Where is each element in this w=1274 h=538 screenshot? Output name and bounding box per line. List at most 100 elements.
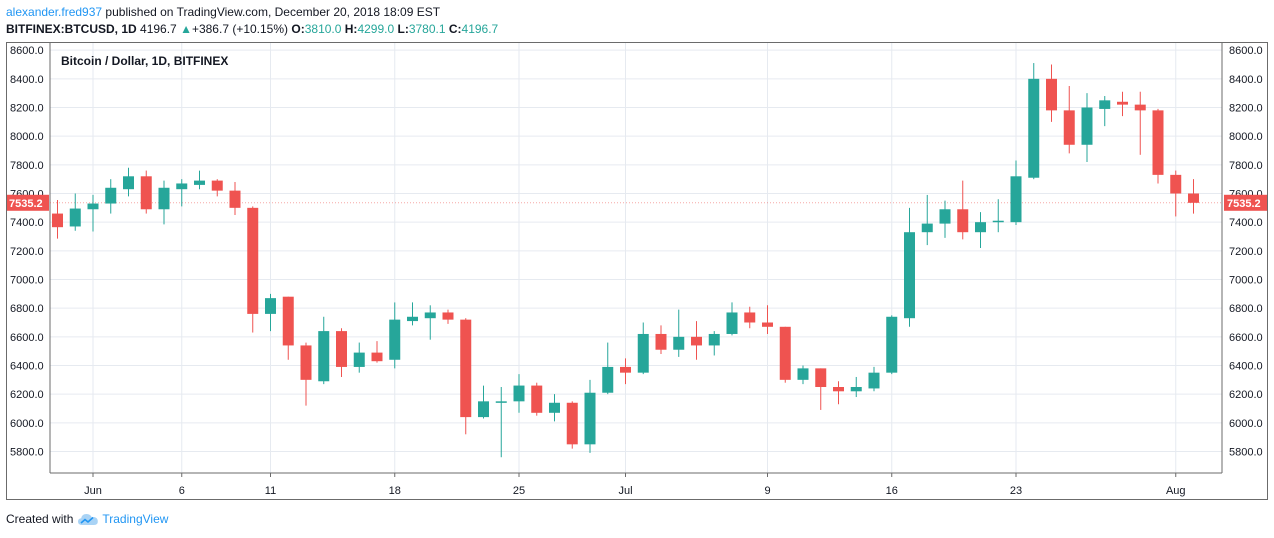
candle-body: [211, 180, 223, 191]
high-value: 4299.0: [357, 22, 395, 36]
candle: [1010, 160, 1022, 226]
candle-body: [691, 336, 702, 346]
candle: [52, 199, 63, 239]
y-tick-label-left: 6000.0: [10, 418, 44, 430]
candle-body: [1117, 101, 1128, 105]
y-tick-label-right: 8400.0: [1229, 74, 1263, 86]
candle-body: [868, 372, 880, 389]
candle: [123, 167, 134, 197]
candle: [957, 180, 969, 240]
candle: [992, 199, 1004, 233]
candle-body: [620, 366, 631, 373]
close-value: 4196.7: [461, 22, 499, 36]
candle: [513, 374, 525, 413]
candle: [744, 306, 756, 329]
candle-body: [318, 331, 330, 382]
candle: [158, 180, 170, 225]
candle-body: [886, 316, 898, 373]
candle-body: [158, 187, 170, 210]
candle: [815, 368, 827, 410]
candle-body: [992, 220, 1004, 223]
y-tick-label-left: 8000.0: [10, 131, 44, 143]
candle: [708, 331, 720, 356]
candle: [211, 179, 223, 197]
candle-body: [407, 316, 418, 322]
candle: [1117, 91, 1128, 117]
x-tick-label: 16: [886, 485, 898, 497]
candle-body: [1170, 174, 1182, 194]
candle: [868, 366, 880, 392]
candle-body: [602, 366, 614, 393]
candle-body: [442, 312, 454, 320]
candle-body: [708, 333, 720, 346]
candle-body: [371, 352, 383, 362]
candle: [975, 212, 986, 248]
footer: Created with TradingView: [6, 512, 168, 526]
y-tick-label-right: 8200.0: [1229, 103, 1263, 115]
candle: [460, 318, 472, 435]
candle-body: [478, 401, 489, 418]
last-price-label-right: 7535.2: [1227, 198, 1261, 210]
candle-body: [87, 203, 99, 210]
candle-body: [921, 223, 933, 233]
candle: [1170, 170, 1182, 217]
candle-body: [389, 319, 401, 360]
candle-body: [300, 345, 312, 380]
x-tick-label: Jul: [618, 485, 632, 497]
candle-body: [957, 209, 969, 233]
chart-title: Bitcoin / Dollar, 1D, BITFINEX: [61, 54, 228, 68]
candle: [300, 342, 312, 406]
candle-body: [1081, 107, 1093, 145]
candle: [531, 382, 543, 416]
last-price-badge-left: [7, 194, 49, 211]
candle-body: [762, 322, 773, 327]
candle-body: [1046, 78, 1057, 111]
x-tick-label: 11: [265, 485, 276, 497]
close-label: C:: [448, 22, 462, 36]
candle: [673, 309, 685, 357]
author-link[interactable]: alexander.fred937: [6, 5, 103, 19]
y-tick-label-right: 6200.0: [1229, 389, 1263, 401]
candle-body: [1010, 176, 1022, 223]
candle-body: [495, 401, 507, 403]
y-tick-label-right: 7000.0: [1229, 275, 1263, 287]
candle: [904, 207, 915, 327]
candle-body: [460, 319, 472, 418]
candle: [176, 179, 188, 207]
candle-body: [975, 222, 986, 233]
candle-body: [353, 352, 365, 367]
y-tick-label-right: 6400.0: [1229, 361, 1263, 373]
candle-body: [513, 385, 525, 402]
chart-frame[interactable]: [6, 42, 1268, 500]
candle: [424, 305, 436, 340]
candle-body: [336, 331, 347, 367]
publish-info: alexander.fred937 published on TradingVi…: [6, 5, 440, 19]
tradingview-brand[interactable]: TradingView: [77, 512, 168, 526]
candle: [140, 170, 152, 214]
last-price-label-left: 7535.2: [9, 198, 43, 210]
candle: [87, 194, 99, 232]
candle-body: [904, 232, 915, 319]
published-text: published on TradingView.com, December 2…: [105, 5, 441, 19]
candle: [566, 401, 578, 449]
low-label: L:: [397, 22, 409, 36]
candle-body: [194, 180, 205, 185]
last-price: 4196.7: [140, 22, 177, 36]
candle-body: [584, 392, 596, 445]
candle-body: [726, 312, 738, 334]
y-tick-label-right: 6000.0: [1229, 418, 1263, 430]
y-tick-label-right: 6800.0: [1229, 303, 1263, 315]
candle-body: [939, 209, 951, 224]
candle-body: [637, 333, 649, 373]
x-tick-label: Jun: [84, 485, 102, 497]
candle-body: [105, 187, 117, 204]
y-tick-label-left: 6400.0: [10, 361, 44, 373]
candle: [939, 200, 951, 238]
y-tick-label-right: 7400.0: [1229, 217, 1263, 229]
candle: [655, 325, 667, 355]
grid-lines: [50, 43, 1222, 473]
candle: [194, 170, 205, 190]
candle-body: [566, 402, 578, 445]
candle-body: [779, 326, 791, 380]
